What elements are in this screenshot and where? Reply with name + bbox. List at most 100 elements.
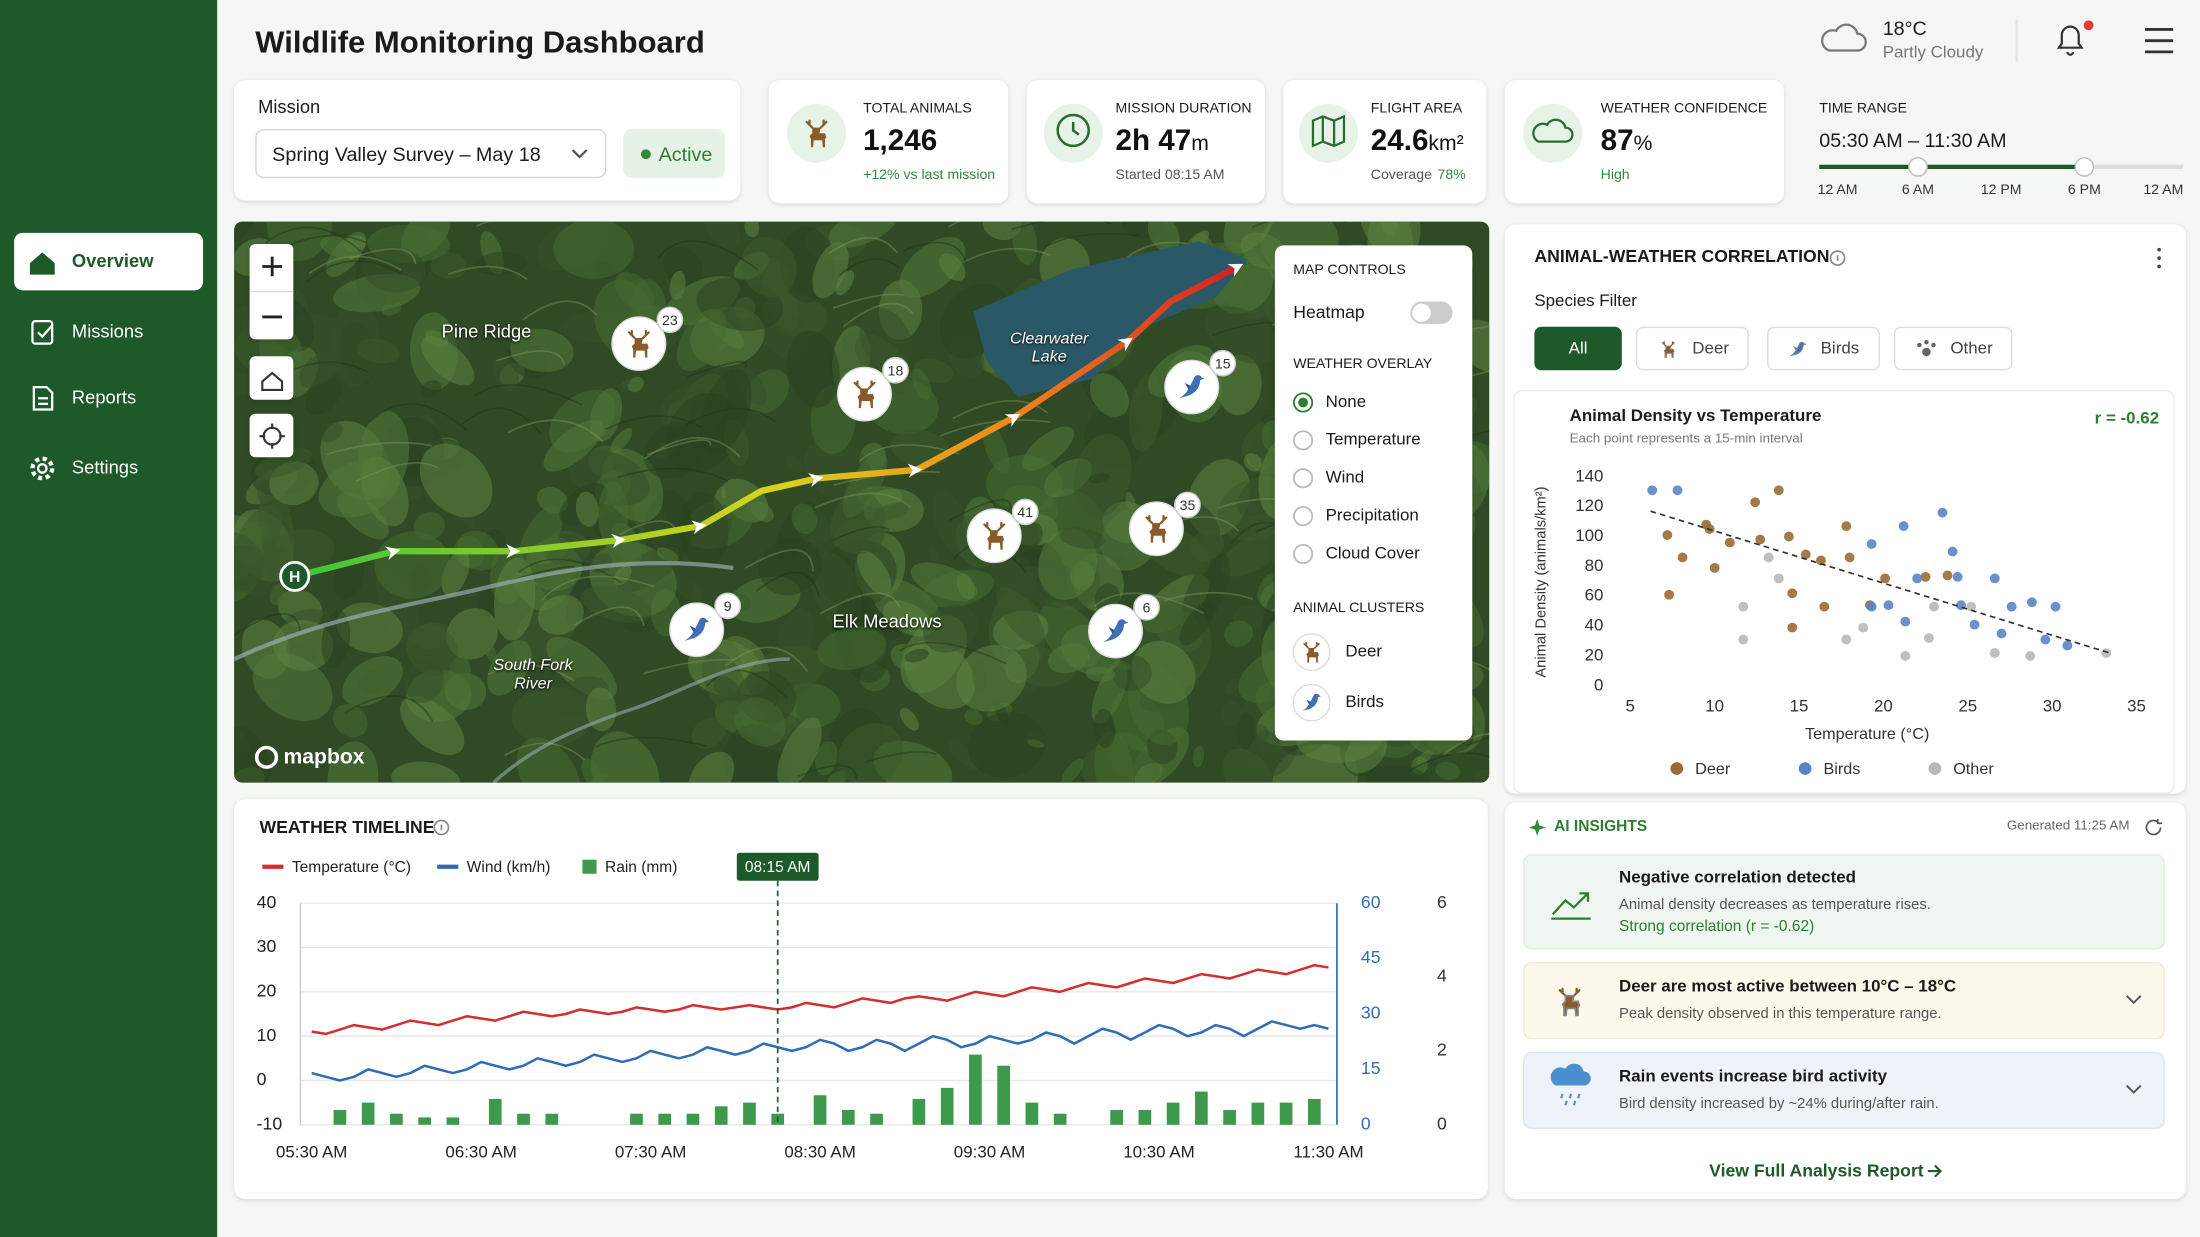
insight-item[interactable]	[1523, 962, 2165, 1040]
ridge	[724, 646, 809, 673]
insight-item[interactable]	[1523, 1051, 2165, 1130]
filter-birds[interactable]	[1767, 326, 1880, 371]
terrain	[1111, 655, 1152, 691]
ridge	[1094, 592, 1204, 614]
terrain	[643, 421, 706, 479]
marker-count: 18	[888, 362, 904, 378]
marker-count: 15	[1215, 355, 1231, 371]
cluster-option[interactable]: Deer	[1345, 641, 1383, 661]
stat-note: High	[1600, 168, 1630, 184]
terrain	[817, 626, 886, 671]
path-arrow	[1004, 413, 1021, 427]
ridge	[345, 695, 434, 723]
nav-item[interactable]: Missions	[71, 320, 144, 342]
locate-button[interactable]	[249, 413, 294, 458]
terrain	[1179, 600, 1215, 646]
mission-select[interactable]	[255, 129, 607, 179]
marker-badge	[1133, 593, 1160, 621]
range-slider[interactable]	[1819, 157, 2184, 177]
mission-select-text[interactable]: Spring Valley Survey – May 18	[272, 142, 541, 166]
path-arrow	[691, 520, 707, 535]
ridge	[839, 258, 900, 276]
terrain	[1435, 761, 1461, 780]
terrain	[750, 501, 774, 523]
overlay-option[interactable]: Temperature	[1325, 429, 1421, 449]
terrain	[835, 270, 855, 296]
place-label: Pine Ridge	[441, 320, 532, 342]
terrain	[982, 221, 1022, 241]
overlay-option[interactable]: Precipitation	[1325, 505, 1419, 525]
terrain	[272, 619, 334, 671]
terrain	[1236, 712, 1256, 750]
filter-text[interactable]: Birds	[1820, 338, 1860, 358]
ridge	[820, 592, 901, 615]
terrain	[786, 455, 804, 474]
terrain	[320, 236, 362, 259]
analysis-link[interactable]: View Full Analysis Report	[1709, 1160, 1924, 1181]
terrain	[734, 697, 786, 747]
stat-note-group: Started 08:15 AM	[1116, 161, 1225, 187]
terrain	[939, 253, 966, 281]
heatmap-label[interactable]: Heatmap	[1293, 302, 1365, 323]
filter-text[interactable]: All	[1568, 338, 1588, 358]
map-attribution: mapbox	[283, 745, 365, 770]
stat-value-group: 24.6km²	[1371, 125, 1464, 159]
cluster-option[interactable]: Birds	[1345, 691, 1384, 712]
stat-label: TOTAL ANIMALS	[863, 101, 972, 117]
chart-annotation: r = -0.62	[2094, 408, 2160, 428]
terrain	[787, 330, 840, 408]
nav-item[interactable]: Settings	[71, 456, 139, 478]
terrain	[336, 602, 403, 654]
ridge	[1409, 752, 1490, 772]
terrain	[234, 726, 270, 783]
insights-title: AI INSIGHTS	[1554, 818, 1648, 836]
terrain	[705, 221, 741, 249]
stat-value-group: 1,246	[863, 125, 937, 159]
nav-item[interactable]: Overview	[71, 250, 154, 272]
home-button[interactable]	[249, 356, 294, 400]
filter-all[interactable]	[1534, 326, 1622, 371]
ridge	[616, 467, 729, 483]
path-arrow	[1227, 263, 1244, 277]
terrain	[899, 236, 966, 298]
ridge	[326, 441, 433, 456]
ridge	[797, 764, 858, 780]
filter-text[interactable]: Other	[1950, 338, 1993, 358]
ridge	[686, 361, 747, 378]
terrain	[484, 640, 497, 663]
terrain	[1224, 620, 1254, 647]
stat-label: WEATHER CONFIDENCE	[1600, 101, 1768, 117]
insight-text: Bird density increased by ~24% during/af…	[1618, 1095, 1939, 1113]
filter-other[interactable]	[1893, 326, 2013, 371]
overlay-option[interactable]: Cloud Cover	[1325, 542, 1420, 563]
marker-badge	[1011, 498, 1039, 526]
ridge	[858, 444, 960, 463]
terrain	[1134, 762, 1163, 783]
clusters-title: ANIMAL CLUSTERS	[1293, 600, 1425, 617]
filter-deer[interactable]	[1635, 326, 1749, 371]
terrain	[922, 604, 978, 653]
filter-label: Species Filter	[1534, 290, 1637, 311]
path-arrow	[1117, 337, 1133, 352]
filter-text[interactable]: Deer	[1692, 338, 1730, 358]
terrain	[834, 517, 885, 555]
terrain	[327, 741, 379, 783]
ridge	[474, 384, 583, 406]
stat-label: FLIGHT AREA	[1370, 101, 1463, 117]
terrain	[1059, 527, 1106, 549]
terrain	[409, 565, 433, 594]
terrain	[656, 547, 679, 563]
terrain	[1225, 677, 1241, 696]
nav-item[interactable]: Reports	[71, 386, 137, 408]
stat-unit: m	[1191, 131, 1209, 156]
time-range-value: 05:30 AM – 11:30 AM	[1819, 128, 2007, 152]
terrain	[492, 355, 520, 391]
terrain	[610, 522, 642, 565]
overlay-option[interactable]: None	[1325, 391, 1367, 412]
zoom-controls[interactable]	[249, 244, 294, 340]
overlay-option[interactable]: Wind	[1325, 467, 1365, 487]
terrain	[590, 731, 660, 783]
stat-value: 87	[1600, 124, 1634, 157]
insight-text: Peak density observed in this temperatur…	[1618, 1005, 1942, 1023]
terrain	[911, 368, 932, 400]
